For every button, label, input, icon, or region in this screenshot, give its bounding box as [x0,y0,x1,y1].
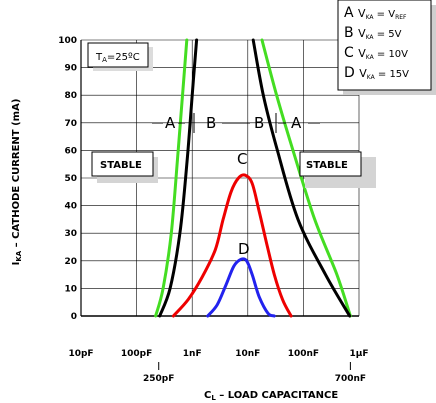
y-tick-label: 30 [64,229,77,239]
legend-entry-a: A VKA = VREF [344,5,407,21]
x-axis-label: CL – LOAD CAPACITANCE [204,390,338,402]
series-b-curve-right [251,38,352,318]
legend-entry-b: B VKA = 5V [344,25,402,41]
temperature-box: TA=25ºC [87,42,153,71]
stable-left-label: STABLE [100,160,142,171]
x-tick-label: 10pF [68,349,93,359]
series-b-curve-left [158,38,199,318]
legend-entry-c: C VKA = 10V [344,45,408,61]
region-label-d: D [238,240,250,258]
y-tick-label: 40 [64,202,77,212]
stable-right-box: STABLE [299,151,376,188]
region-label-c: C [237,150,247,168]
y-tick-label: 50 [64,174,77,184]
series-a-curve-right [260,38,352,318]
y-tick-label: 70 [64,119,77,129]
series-a-curve-left [154,38,189,318]
x-tick-label: 10nF [235,349,260,359]
region-label-a-left: A [165,114,176,132]
x-tick-label: 100nF [288,349,319,359]
y-tick-label: 10 [64,284,77,294]
series-group [154,38,352,318]
x-extra-tick-label: 700nF [335,374,366,384]
y-tick-label: 60 [64,146,77,156]
y-tick-label: 20 [64,257,77,267]
stable-right-label: STABLE [306,160,348,171]
region-label-a-right: A [291,114,302,132]
x-tick-label: 1nF [183,349,202,359]
x-extra-tick-label: 250pF [143,374,174,384]
x-tick-labels: 10pF 100pF 1nF 10nF 100nF 1µF 250pF 700nF [68,349,368,384]
region-markers: A B B A C D [152,113,320,258]
region-label-b-left: B [206,114,216,132]
y-tick-label: 0 [71,312,77,322]
legend: A VKA = VREF B VKA = 5V C VKA = 10V D VKA =… [337,0,436,95]
stable-left-box: STABLE [91,151,158,183]
series-c-curve [171,173,293,318]
y-tick-label: 100 [58,36,77,46]
y-tick-label: 80 [64,91,77,101]
x-tick-label: 1µF [349,349,368,359]
temperature-label: TA=25ºC [95,52,140,64]
y-tick-labels: 0 10 20 30 40 50 60 70 80 90 100 [58,36,77,322]
region-label-b-right: B [254,114,264,132]
y-tick-label: 90 [64,64,77,74]
y-axis-label: IKA – CATHODE CURRENT (mA) [11,99,23,266]
x-tick-label: 100pF [121,349,152,359]
series-d-curve [206,257,276,318]
legend-entry-d: D VKA = 15V [344,65,409,81]
